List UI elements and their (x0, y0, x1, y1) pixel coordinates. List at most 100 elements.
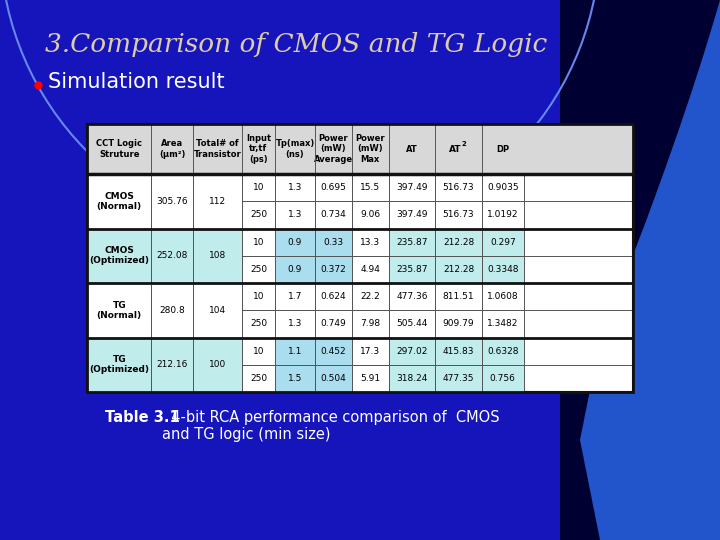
Text: 415.83: 415.83 (443, 347, 474, 356)
FancyBboxPatch shape (436, 228, 482, 256)
FancyBboxPatch shape (315, 256, 352, 283)
Text: 1.3482: 1.3482 (487, 319, 518, 328)
Text: Input
tr,tf
(ps): Input tr,tf (ps) (246, 134, 271, 164)
FancyBboxPatch shape (352, 283, 389, 310)
FancyBboxPatch shape (389, 174, 436, 201)
Text: CMOS
(Normal): CMOS (Normal) (96, 192, 142, 211)
Text: 1.3: 1.3 (288, 319, 302, 328)
Text: 1.5: 1.5 (288, 374, 302, 383)
Text: 7.98: 7.98 (360, 319, 380, 328)
FancyBboxPatch shape (389, 256, 436, 283)
Text: 9.06: 9.06 (360, 211, 380, 219)
Text: 0.9: 0.9 (288, 238, 302, 247)
FancyBboxPatch shape (275, 338, 315, 364)
Text: AT: AT (406, 145, 418, 153)
FancyBboxPatch shape (241, 174, 275, 201)
FancyBboxPatch shape (151, 338, 194, 392)
FancyBboxPatch shape (315, 364, 352, 392)
FancyBboxPatch shape (389, 338, 436, 364)
FancyBboxPatch shape (315, 174, 352, 201)
FancyBboxPatch shape (389, 310, 436, 338)
Text: 10: 10 (253, 347, 264, 356)
Text: 1.3: 1.3 (288, 183, 302, 192)
Text: 212.16: 212.16 (157, 360, 188, 369)
Text: 0.9035: 0.9035 (487, 183, 518, 192)
FancyBboxPatch shape (315, 228, 352, 256)
Text: TG
(Optimized): TG (Optimized) (89, 355, 149, 374)
Text: TG
(Normal): TG (Normal) (96, 301, 142, 320)
FancyBboxPatch shape (436, 310, 482, 338)
Text: 318.24: 318.24 (397, 374, 428, 383)
Text: 22.2: 22.2 (361, 292, 380, 301)
Text: 2: 2 (462, 141, 466, 147)
FancyBboxPatch shape (241, 283, 275, 310)
Text: 112: 112 (209, 197, 226, 206)
FancyBboxPatch shape (151, 174, 194, 228)
FancyBboxPatch shape (87, 338, 151, 392)
Text: 0.452: 0.452 (320, 347, 346, 356)
Text: 505.44: 505.44 (397, 319, 428, 328)
Text: 0.33: 0.33 (323, 238, 343, 247)
Text: 0.3348: 0.3348 (487, 265, 518, 274)
Text: 13.3: 13.3 (360, 238, 380, 247)
FancyBboxPatch shape (436, 338, 482, 364)
FancyBboxPatch shape (275, 310, 315, 338)
Text: Table 3.1: Table 3.1 (105, 410, 180, 425)
Text: 477.36: 477.36 (397, 292, 428, 301)
FancyBboxPatch shape (315, 201, 352, 228)
FancyBboxPatch shape (436, 174, 482, 201)
FancyBboxPatch shape (194, 338, 241, 392)
FancyBboxPatch shape (87, 283, 151, 338)
Text: 0.9: 0.9 (288, 265, 302, 274)
Text: 397.49: 397.49 (397, 183, 428, 192)
FancyBboxPatch shape (352, 174, 389, 201)
FancyBboxPatch shape (436, 201, 482, 228)
FancyBboxPatch shape (275, 201, 315, 228)
FancyBboxPatch shape (352, 310, 389, 338)
Text: 516.73: 516.73 (443, 183, 474, 192)
FancyBboxPatch shape (275, 174, 315, 201)
PathPatch shape (580, 0, 720, 540)
FancyBboxPatch shape (352, 338, 389, 364)
Text: 250: 250 (250, 374, 267, 383)
Text: 10: 10 (253, 183, 264, 192)
Text: 10: 10 (253, 238, 264, 247)
Text: 4-bit RCA performance comparison of  CMOS
and TG logic (min size): 4-bit RCA performance comparison of CMOS… (162, 410, 500, 442)
Text: 104: 104 (209, 306, 226, 315)
FancyBboxPatch shape (482, 256, 524, 283)
FancyBboxPatch shape (315, 338, 352, 364)
Text: Simulation result: Simulation result (48, 72, 225, 92)
FancyBboxPatch shape (275, 364, 315, 392)
FancyBboxPatch shape (315, 310, 352, 338)
FancyBboxPatch shape (151, 283, 194, 338)
Text: 0.6328: 0.6328 (487, 347, 518, 356)
FancyBboxPatch shape (389, 201, 436, 228)
FancyBboxPatch shape (275, 228, 315, 256)
Text: 0.297: 0.297 (490, 238, 516, 247)
Text: 280.8: 280.8 (160, 306, 185, 315)
FancyBboxPatch shape (352, 256, 389, 283)
FancyBboxPatch shape (352, 364, 389, 392)
FancyBboxPatch shape (436, 283, 482, 310)
Text: CMOS
(Optimized): CMOS (Optimized) (89, 246, 149, 266)
Text: Total# of
Transistor: Total# of Transistor (194, 139, 241, 159)
FancyBboxPatch shape (352, 228, 389, 256)
Text: 4.94: 4.94 (361, 265, 380, 274)
Text: 10: 10 (253, 292, 264, 301)
Text: 1.3: 1.3 (288, 211, 302, 219)
FancyBboxPatch shape (87, 124, 633, 174)
Text: 811.51: 811.51 (443, 292, 474, 301)
Text: DP: DP (496, 145, 509, 153)
FancyBboxPatch shape (560, 0, 720, 540)
FancyBboxPatch shape (275, 283, 315, 310)
Text: Tp(max)
(ns): Tp(max) (ns) (276, 139, 315, 159)
FancyBboxPatch shape (389, 228, 436, 256)
Text: 3.Comparison of CMOS and TG Logic: 3.Comparison of CMOS and TG Logic (45, 32, 547, 57)
Text: 17.3: 17.3 (360, 347, 380, 356)
FancyBboxPatch shape (482, 283, 524, 310)
Text: 1.7: 1.7 (288, 292, 302, 301)
FancyBboxPatch shape (482, 364, 524, 392)
FancyBboxPatch shape (194, 228, 241, 283)
FancyBboxPatch shape (389, 364, 436, 392)
Text: 0.504: 0.504 (320, 374, 346, 383)
